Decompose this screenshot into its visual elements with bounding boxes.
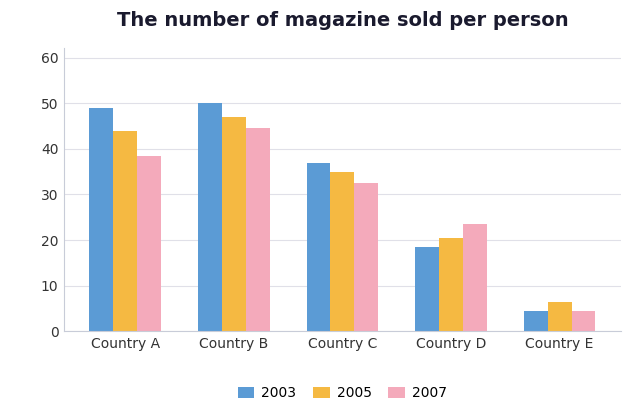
Bar bbox=[463, 224, 487, 331]
Bar bbox=[330, 172, 355, 331]
Legend: 2003, 2005, 2007: 2003, 2005, 2007 bbox=[232, 381, 452, 404]
Bar bbox=[113, 130, 137, 331]
Bar bbox=[548, 302, 572, 331]
Bar bbox=[198, 103, 222, 331]
Bar bbox=[90, 108, 113, 331]
Bar bbox=[307, 162, 330, 331]
Bar bbox=[137, 156, 161, 331]
Title: The number of magazine sold per person: The number of magazine sold per person bbox=[116, 11, 568, 30]
Bar bbox=[572, 311, 595, 331]
Bar bbox=[246, 128, 269, 331]
Bar bbox=[355, 183, 378, 331]
Bar bbox=[415, 247, 439, 331]
Bar bbox=[222, 117, 246, 331]
Bar bbox=[524, 311, 548, 331]
Bar bbox=[439, 238, 463, 331]
